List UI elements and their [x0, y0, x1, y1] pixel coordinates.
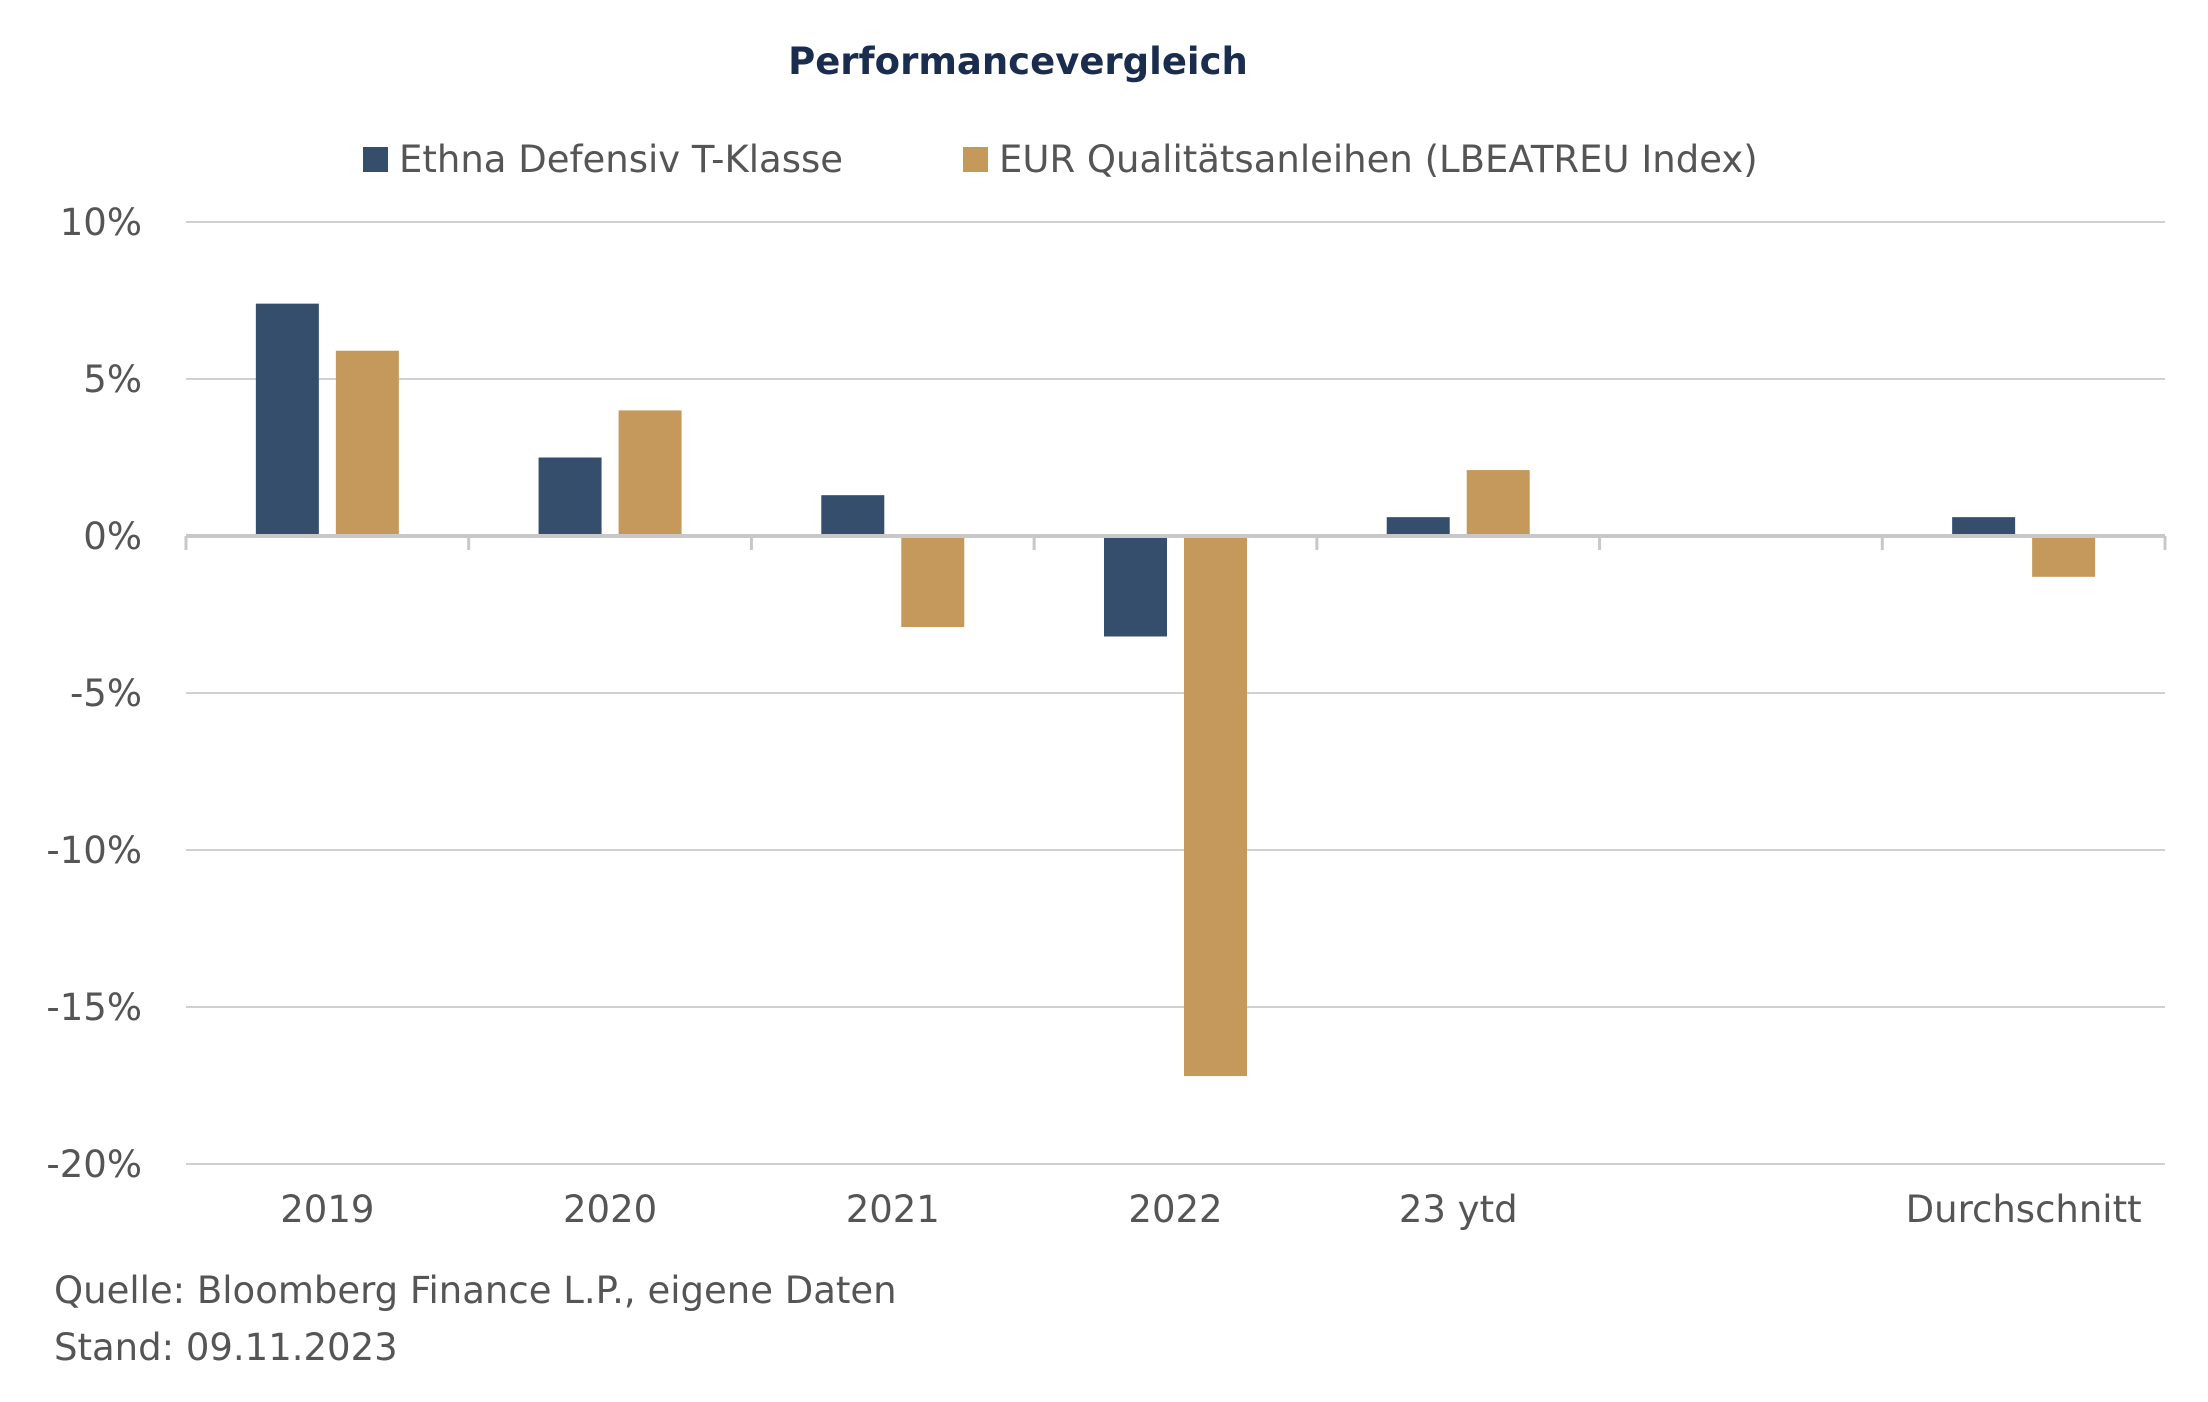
- bar-ethna: [1952, 517, 2016, 536]
- x-tick-label: Durchschnitt: [1906, 1188, 2142, 1231]
- x-tick-label: 2022: [1128, 1188, 1222, 1231]
- x-tick-label: 2019: [280, 1188, 374, 1231]
- x-tick-label: 23 ytd: [1399, 1188, 1518, 1231]
- y-tick-label: -10%: [46, 829, 142, 872]
- bar-lbeatreu: [1184, 536, 1247, 1077]
- bar-ethna: [255, 303, 319, 536]
- legend-swatch-lbeatreu: [963, 147, 988, 172]
- legend: Ethna Defensiv T-Klasse EUR Qualitätsanl…: [363, 138, 1758, 181]
- y-tick-label: -15%: [46, 986, 142, 1029]
- y-tick-label: 0%: [83, 515, 142, 558]
- legend-label-ethna: Ethna Defensiv T-Klasse: [399, 138, 843, 181]
- bar-lbeatreu: [1466, 470, 1530, 536]
- legend-swatch-ethna: [363, 147, 388, 172]
- y-axis-ticks: 10% 5% 0% -5% -10% -15% -20%: [46, 201, 142, 1186]
- x-tick-label: 2021: [846, 1188, 940, 1231]
- bar-ethna: [821, 495, 885, 536]
- y-tick-label: -20%: [46, 1143, 142, 1186]
- bar-ethna: [1104, 536, 1167, 637]
- y-tick-label: 10%: [60, 201, 142, 244]
- chart-title: Performancevergleich: [788, 40, 1248, 83]
- bar-lbeatreu: [335, 350, 399, 536]
- source-note: Quelle: Bloomberg Finance L.P., eigene D…: [54, 1269, 897, 1312]
- bars: [255, 303, 2096, 1077]
- legend-label-lbeatreu: EUR Qualitätsanleihen (LBEATREU Index): [999, 138, 1758, 181]
- y-tick-label: 5%: [83, 358, 142, 401]
- bar-ethna: [1386, 517, 1450, 536]
- bar-lbeatreu: [901, 536, 965, 628]
- x-axis-labels: 2019 2020 2021 2022 23 ytd Durchschnitt: [280, 1188, 2141, 1231]
- bar-lbeatreu: [618, 410, 682, 536]
- x-axis: [184, 534, 2167, 550]
- bar-ethna: [538, 457, 602, 536]
- y-tick-label: -5%: [70, 672, 142, 715]
- date-note: Stand: 09.11.2023: [54, 1326, 398, 1369]
- x-tick-label: 2020: [563, 1188, 657, 1231]
- gridlines: [186, 221, 2165, 1165]
- bar-lbeatreu: [2032, 536, 2096, 577]
